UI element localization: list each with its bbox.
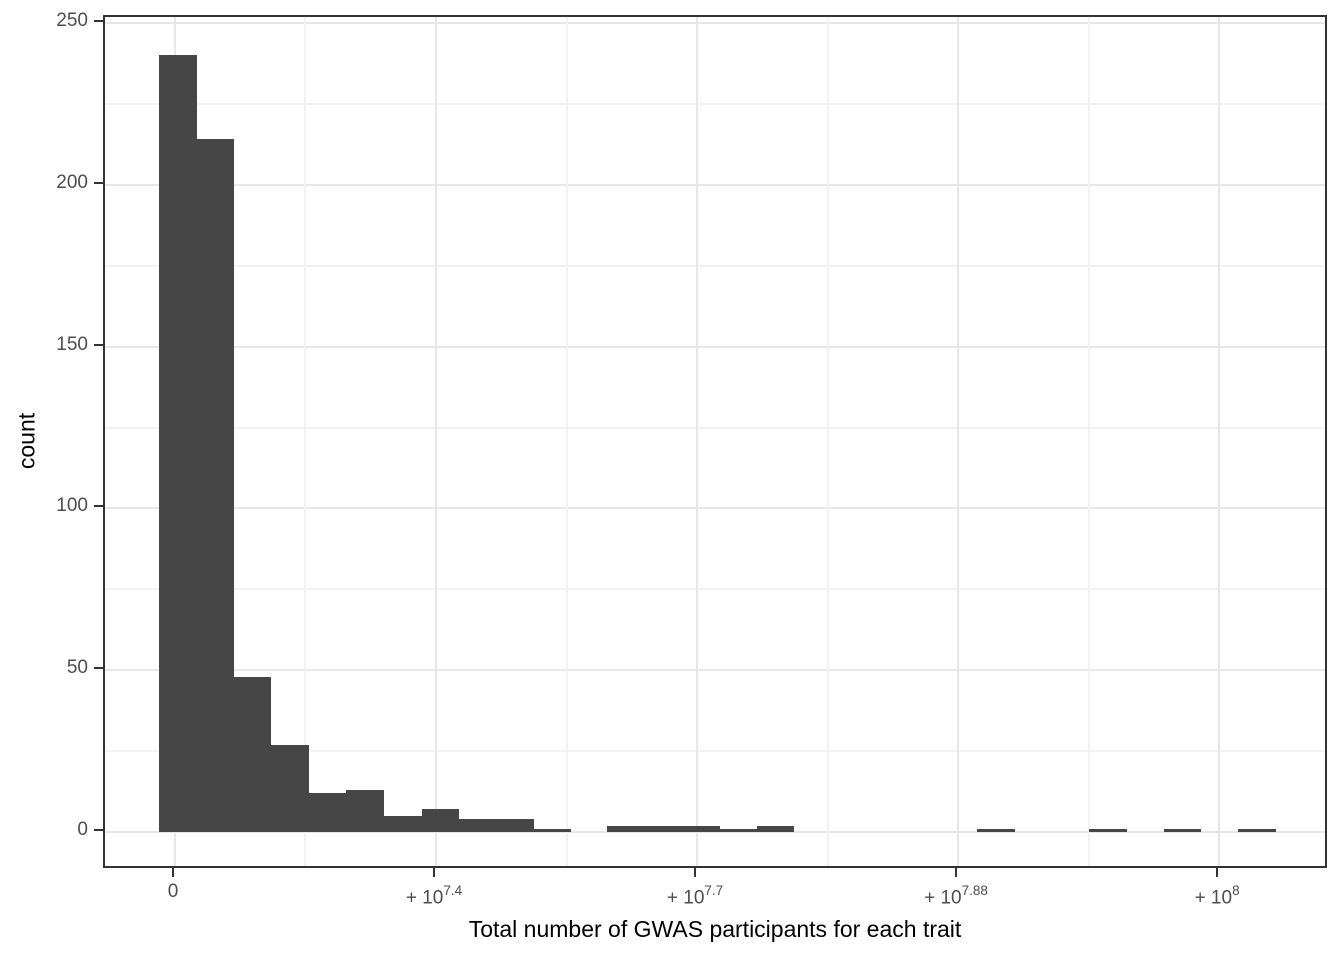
y-tick-label: 250 (56, 10, 88, 31)
histogram-bar (1088, 828, 1127, 832)
histogram-bar (421, 809, 459, 832)
y-gridline-major (105, 669, 1325, 672)
y-gridline-minor (105, 426, 1325, 429)
y-gridline-major (105, 831, 1325, 833)
y-gridline-major (105, 345, 1325, 348)
x-tick-label: + 108 (1137, 879, 1297, 911)
y-tick-label: 150 (56, 333, 88, 355)
y-axis-title: count (13, 412, 40, 470)
y-tick-label: 50 (66, 657, 88, 679)
histogram-bar (383, 815, 422, 832)
x-gridline-major (434, 17, 437, 866)
x-tick-mark (432, 868, 435, 877)
histogram-bar (309, 793, 347, 832)
histogram-bar (346, 789, 384, 832)
x-tick-label: + 107.88 (876, 879, 1036, 911)
y-gridline-major (105, 507, 1325, 510)
x-tick-mark (955, 868, 957, 877)
y-tick-mark (94, 667, 103, 670)
x-tick-exponent: 7.88 (961, 883, 988, 898)
histogram-bar (719, 828, 758, 832)
x-tick-mark (1216, 868, 1219, 877)
x-tick-exponent: 8 (1232, 883, 1240, 898)
histogram-bar (1238, 828, 1276, 832)
y-gridline-minor (105, 264, 1325, 267)
histogram-bar (976, 828, 1015, 832)
x-gridline-minor (1087, 17, 1090, 866)
y-tick-mark (94, 20, 103, 22)
y-tick-mark (94, 829, 103, 831)
histogram-bar (158, 55, 197, 832)
y-gridline-minor (105, 750, 1325, 753)
x-tick-base: + 10 (405, 887, 444, 909)
x-gridline-minor (826, 17, 829, 866)
histogram-bar (757, 825, 795, 832)
y-tick-label: 200 (56, 171, 88, 193)
y-tick-mark (94, 343, 103, 346)
histogram-bar (606, 825, 645, 832)
x-tick-base: + 10 (1194, 887, 1233, 909)
x-axis-title: Total number of GWAS participants for ea… (468, 916, 962, 942)
x-tick-label: 0 (93, 879, 253, 905)
x-tick-base: + 10 (924, 887, 962, 909)
histogram-bar (644, 825, 682, 832)
histogram-bar (271, 744, 310, 832)
histogram-bar (681, 825, 720, 832)
y-gridline-major (105, 183, 1325, 186)
x-gridline-major (957, 17, 959, 866)
y-gridline-minor (105, 588, 1325, 591)
plot-panel (103, 15, 1327, 868)
histogram-bar (496, 819, 534, 832)
x-gridline-major (1218, 17, 1221, 866)
x-gridline-minor (565, 17, 568, 866)
x-tick-label: + 107.4 (354, 879, 514, 911)
histogram-bar (196, 139, 234, 832)
x-gridline-major (696, 17, 699, 866)
y-tick-mark (94, 505, 103, 508)
x-gridline-minor (304, 17, 307, 866)
y-gridline-minor (105, 102, 1325, 105)
histogram-bar (458, 819, 497, 832)
x-tick-exponent: 7.4 (443, 883, 463, 898)
x-tick-label: + 107.7 (615, 879, 775, 911)
y-tick-label: 0 (77, 819, 88, 840)
x-tick-base: + 10 (666, 887, 705, 909)
x-tick-mark (172, 868, 174, 877)
x-tick-mark (694, 868, 697, 877)
y-gridline-major (105, 22, 1325, 24)
histogram-bar (1164, 828, 1202, 832)
x-tick-exponent: 7.7 (704, 883, 724, 898)
histogram-bar (234, 676, 272, 832)
histogram-bar (534, 828, 572, 832)
x-tick-base: 0 (167, 881, 179, 902)
y-tick-label: 100 (56, 495, 88, 517)
y-tick-mark (94, 181, 103, 184)
